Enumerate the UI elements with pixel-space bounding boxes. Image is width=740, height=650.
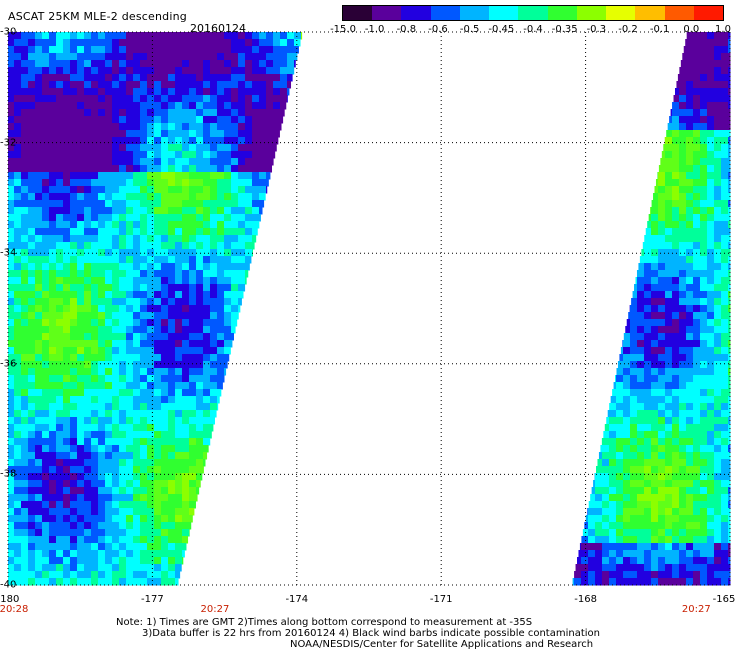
- lon-tick-label: -177: [141, 594, 164, 605]
- colorbar-label: -0.5: [459, 24, 480, 35]
- colorbar-label: -0.45: [488, 24, 515, 35]
- colorbar-label: -0.4: [523, 24, 543, 35]
- colorbar-segment: [459, 6, 490, 20]
- colorbar-label: -0.8: [396, 24, 417, 35]
- lon-tick-label: -171: [429, 594, 453, 605]
- note-line-1: Note: 1) Times are GMT 2)Times along bot…: [116, 617, 533, 628]
- lon-tick-label: -180: [0, 594, 20, 605]
- colorbar-segment: [430, 6, 460, 20]
- east-swath: [572, 32, 731, 586]
- colorbar-label: 1.0: [715, 24, 731, 35]
- note-line-2: 3)Data buffer is 22 hrs from 20160124 4)…: [142, 628, 600, 639]
- colorbar-label: 0.0: [683, 24, 700, 35]
- colorbar-segment: [693, 6, 724, 20]
- time-label: 20:27: [200, 604, 230, 615]
- lon-tick-label: -174: [285, 594, 309, 605]
- lon-tick-label: -168: [574, 594, 597, 605]
- colorbar-segment: [489, 6, 519, 20]
- time-label: 20:27: [681, 604, 711, 615]
- colorbar-segment: [372, 6, 402, 20]
- colorbar-segment: [576, 6, 607, 20]
- colorbar-segment: [635, 6, 665, 20]
- colorbar-label: -15.0: [330, 24, 356, 35]
- colorbar-segment: [664, 6, 694, 20]
- note-line-3: NOAA/NESDIS/Center for Satellite Applica…: [290, 639, 594, 650]
- colorbar-segment: [518, 6, 548, 20]
- colorbar-segment: [401, 6, 431, 20]
- lat-tick-label: -32: [0, 137, 17, 149]
- lat-tick-label: -34: [0, 247, 17, 259]
- lat-tick-label: -38: [0, 468, 17, 480]
- colorbar-label: -0.2: [618, 24, 638, 35]
- colorbar-label: -0.3: [586, 24, 607, 35]
- colorbar-label: -0.1: [649, 24, 670, 35]
- colorbar-label: -0.6: [428, 24, 448, 35]
- colorbar-label: -1.0: [364, 24, 385, 35]
- colorbar-label: -0.35: [551, 24, 578, 35]
- colorbar-segment: [606, 6, 636, 20]
- time-label: 20:28: [0, 604, 29, 615]
- lat-tick-label: -30: [0, 26, 17, 38]
- lat-tick-label: -36: [0, 358, 17, 370]
- lon-tick-label: -165: [712, 594, 736, 605]
- chart-title: ASCAT 25KM MLE-2 descending: [8, 10, 187, 23]
- colorbar: [342, 5, 724, 21]
- west-swath: [8, 32, 303, 586]
- lat-tick-label: -40: [0, 579, 17, 591]
- colorbar-segment: [547, 6, 577, 20]
- colorbar-segment: [343, 6, 373, 20]
